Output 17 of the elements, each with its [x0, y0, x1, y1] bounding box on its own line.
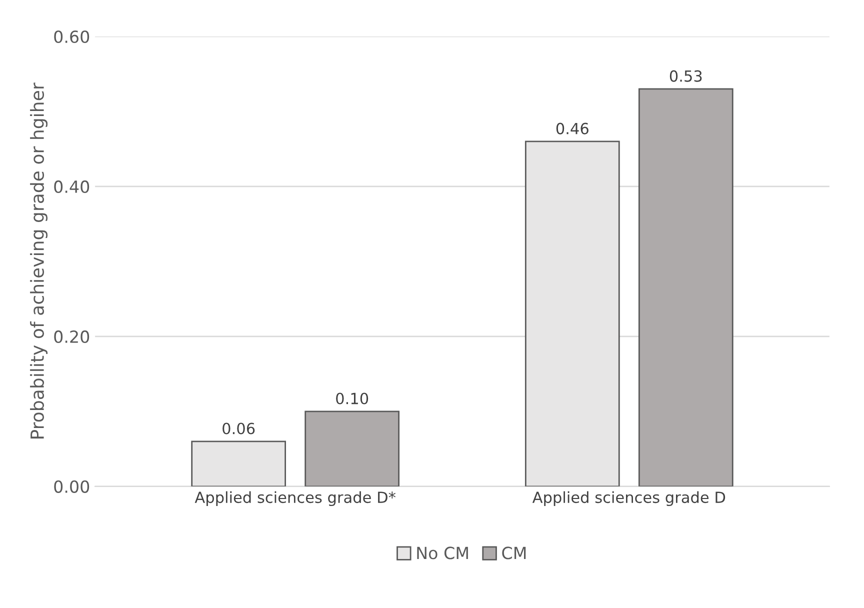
y-tick-label: 0.00 [54, 480, 90, 493]
bar [304, 410, 400, 486]
y-tick-label: 0.20 [54, 330, 90, 343]
y-axis-title: Probability of achieving grade or hgiher [30, 82, 48, 438]
data-label: 0.10 [336, 392, 368, 404]
x-tick-label: Applied sciences grade D* [194, 491, 396, 506]
bar [191, 440, 286, 486]
legend-label: CM [502, 546, 526, 560]
x-tick-label: Applied sciences grade D [532, 491, 726, 506]
bar [524, 140, 620, 486]
y-tick-label: 0.60 [54, 30, 90, 44]
data-label: 0.46 [556, 122, 588, 134]
legend-label: No CM [417, 546, 468, 560]
data-label: 0.06 [222, 422, 255, 434]
data-label: 0.53 [670, 70, 702, 82]
y-tick-label: 0.40 [54, 180, 90, 194]
bar [638, 88, 734, 486]
